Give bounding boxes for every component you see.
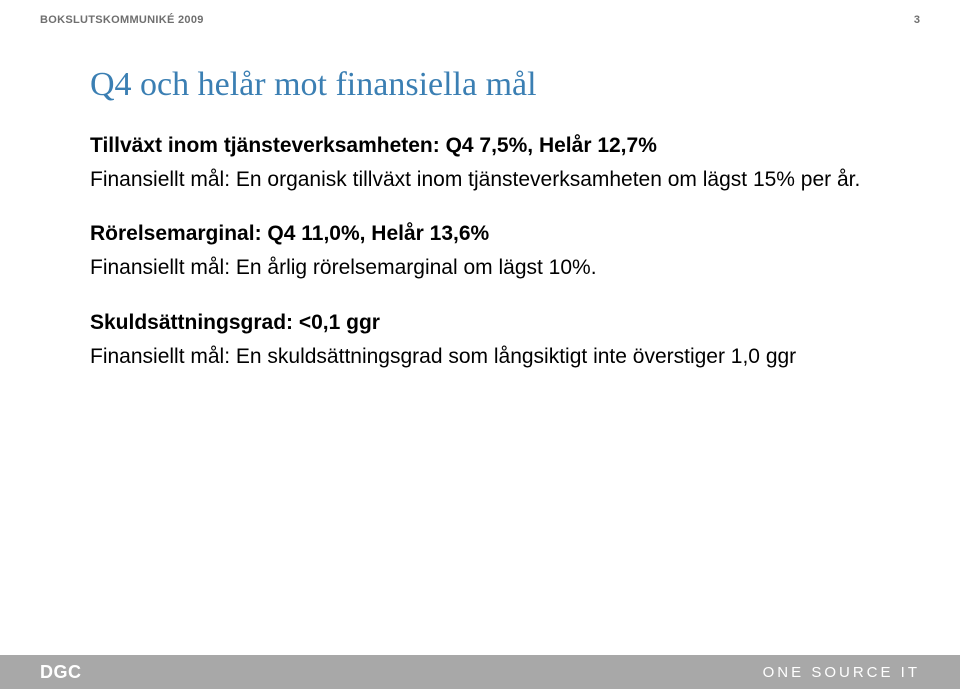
footer-logo: DGC: [40, 662, 82, 683]
section-2: Rörelsemarginal: Q4 11,0%, Helår 13,6% F…: [90, 222, 870, 282]
section-3: Skuldsättningsgrad: <0,1 ggr Finansiellt…: [90, 311, 870, 371]
section-heading: Tillväxt inom tjänsteverksamheten: Q4 7,…: [90, 134, 870, 158]
slide: BOKSLUTSKOMMUNIKÉ 2009 3 Q4 och helår mo…: [0, 0, 960, 689]
footer: DGC ONE SOURCE IT: [0, 655, 960, 689]
section-heading: Skuldsättningsgrad: <0,1 ggr: [90, 311, 870, 335]
section-body: Finansiellt mål: En skuldsättningsgrad s…: [90, 343, 870, 371]
page-title: Q4 och helår mot finansiella mål: [90, 66, 870, 104]
page-number: 3: [914, 14, 920, 26]
header: BOKSLUTSKOMMUNIKÉ 2009 3: [0, 0, 960, 26]
section-1: Tillväxt inom tjänsteverksamheten: Q4 7,…: [90, 134, 870, 194]
section-body: Finansiellt mål: En årlig rörelsemargina…: [90, 254, 870, 282]
document-label: BOKSLUTSKOMMUNIKÉ 2009: [40, 14, 204, 26]
section-heading: Rörelsemarginal: Q4 11,0%, Helår 13,6%: [90, 222, 870, 246]
section-body: Finansiellt mål: En organisk tillväxt in…: [90, 166, 870, 194]
content-area: Q4 och helår mot finansiella mål Tillväx…: [0, 26, 960, 655]
footer-tagline: ONE SOURCE IT: [763, 664, 920, 681]
